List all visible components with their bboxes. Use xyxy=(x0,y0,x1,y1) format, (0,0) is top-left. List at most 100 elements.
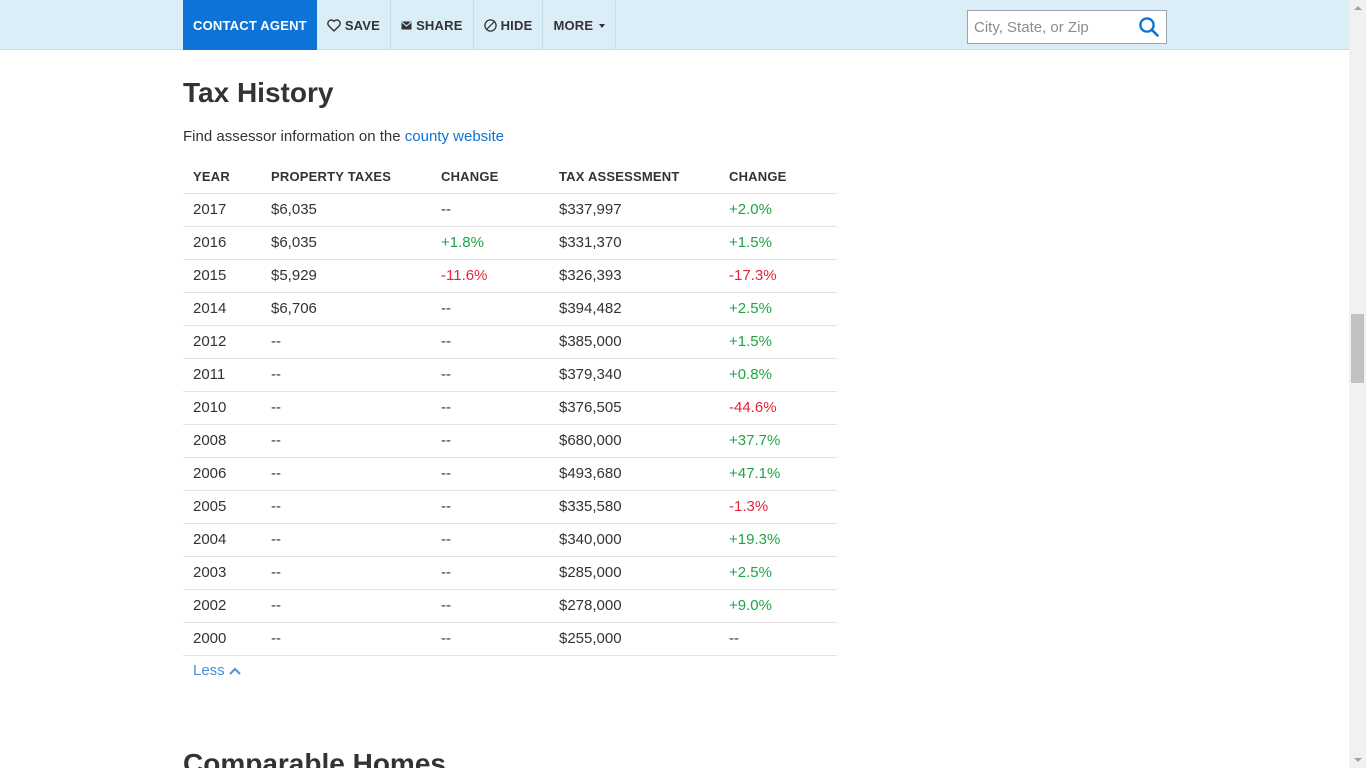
cell-year: 2008 xyxy=(183,424,261,458)
cell-tax-change: -- xyxy=(431,589,549,623)
cell-year: 2017 xyxy=(183,193,261,227)
cell-tax-assessment: $379,340 xyxy=(549,358,719,392)
cell-tax-assessment: $278,000 xyxy=(549,589,719,623)
cell-tax-assessment: $385,000 xyxy=(549,325,719,359)
table-row: 2017 $6,035 -- $337,997 +2.0% xyxy=(183,193,837,227)
county-website-link[interactable]: county website xyxy=(404,128,505,145)
chevron-up-icon xyxy=(228,667,241,675)
cell-tax-assessment: $376,505 xyxy=(549,391,719,425)
table-row: 2006 -- -- $493,680 +47.1% xyxy=(183,457,837,491)
cell-tax-assessment: $326,393 xyxy=(549,259,719,293)
less-link[interactable]: Less xyxy=(193,662,241,679)
cell-assessment-change: -- xyxy=(719,622,837,656)
cell-year: 2016 xyxy=(183,226,261,260)
cell-tax-change: +1.8% xyxy=(431,226,549,260)
table-row: 2004 -- -- $340,000 +19.3% xyxy=(183,523,837,557)
cell-tax-assessment: $285,000 xyxy=(549,556,719,590)
cell-property-taxes: -- xyxy=(261,457,431,491)
header-property-taxes: PROPERTY TAXES xyxy=(261,160,431,194)
cell-year: 2014 xyxy=(183,292,261,326)
cell-tax-assessment: $337,997 xyxy=(549,193,719,227)
share-label: SHARE xyxy=(416,17,463,33)
cell-tax-change: -- xyxy=(431,292,549,326)
table-row: 2000 -- -- $255,000 -- xyxy=(183,622,837,656)
cell-year: 2000 xyxy=(183,622,261,656)
cell-assessment-change: +0.8% xyxy=(719,358,837,392)
cell-tax-change: -- xyxy=(431,523,549,557)
more-button[interactable]: MORE xyxy=(543,0,617,50)
cell-assessment-change: +47.1% xyxy=(719,457,837,491)
cell-tax-assessment: $394,482 xyxy=(549,292,719,326)
cell-property-taxes: $6,706 xyxy=(261,292,431,326)
table-row: 2010 -- -- $376,505 -44.6% xyxy=(183,391,837,425)
section-title: Tax History xyxy=(183,77,334,108)
cell-year: 2003 xyxy=(183,556,261,590)
cell-tax-assessment: $331,370 xyxy=(549,226,719,260)
search-icon[interactable] xyxy=(1138,16,1160,38)
cell-property-taxes: -- xyxy=(261,358,431,392)
assessor-info-prefix: Find assessor information on the xyxy=(183,128,405,145)
hide-icon xyxy=(483,18,497,32)
table-row: 2003 -- -- $285,000 +2.5% xyxy=(183,556,837,590)
cell-assessment-change: -44.6% xyxy=(719,391,837,425)
cell-property-taxes: $5,929 xyxy=(261,259,431,293)
cell-property-taxes: $6,035 xyxy=(261,193,431,227)
cell-year: 2004 xyxy=(183,523,261,557)
search-box xyxy=(967,10,1167,44)
header-year: YEAR xyxy=(183,160,261,194)
scroll-thumb[interactable] xyxy=(1351,314,1364,383)
page-scrollbar[interactable] xyxy=(1349,0,1366,768)
cell-assessment-change: +2.5% xyxy=(719,556,837,590)
cell-tax-assessment: $255,000 xyxy=(549,622,719,656)
cell-property-taxes: -- xyxy=(261,523,431,557)
cell-year: 2011 xyxy=(183,358,261,392)
more-label: MORE xyxy=(553,17,594,33)
cell-tax-assessment: $335,580 xyxy=(549,490,719,524)
cell-property-taxes: -- xyxy=(261,589,431,623)
cell-tax-change: -- xyxy=(431,457,549,491)
cell-property-taxes: -- xyxy=(261,391,431,425)
cell-assessment-change: -1.3% xyxy=(719,490,837,524)
hide-label: HIDE xyxy=(500,17,533,33)
cell-assessment-change: -17.3% xyxy=(719,259,837,293)
cell-year: 2010 xyxy=(183,391,261,425)
cell-tax-change: -- xyxy=(431,358,549,392)
share-button[interactable]: SHARE xyxy=(391,0,474,50)
caret-down-icon xyxy=(599,23,606,28)
table-row: 2002 -- -- $278,000 +9.0% xyxy=(183,589,837,623)
cell-tax-assessment: $493,680 xyxy=(549,457,719,491)
cell-year: 2015 xyxy=(183,259,261,293)
table-row: 2014 $6,706 -- $394,482 +2.5% xyxy=(183,292,837,326)
cell-assessment-change: +19.3% xyxy=(719,523,837,557)
cell-tax-change: -11.6% xyxy=(431,259,549,293)
cell-year: 2012 xyxy=(183,325,261,359)
cell-year: 2002 xyxy=(183,589,261,623)
cell-assessment-change: +2.5% xyxy=(719,292,837,326)
cell-tax-change: -- xyxy=(431,325,549,359)
contact-agent-button[interactable]: CONTACT AGENT xyxy=(183,0,317,50)
header-tax-assessment: TAX ASSESSMENT xyxy=(549,160,719,194)
tax-history-table: YEAR PROPERTY TAXES CHANGE TAX ASSESSMEN… xyxy=(183,160,837,656)
table-row: 2015 $5,929 -11.6% $326,393 -17.3% xyxy=(183,259,837,293)
save-button[interactable]: SAVE xyxy=(317,0,392,50)
scroll-down-arrow-icon[interactable] xyxy=(1349,751,1366,768)
less-label: Less xyxy=(193,662,225,679)
cell-year: 2005 xyxy=(183,490,261,524)
header-tax-change: CHANGE xyxy=(431,160,549,194)
cell-property-taxes: -- xyxy=(261,490,431,524)
cell-property-taxes: -- xyxy=(261,424,431,458)
table-row: 2008 -- -- $680,000 +37.7% xyxy=(183,424,837,458)
cell-year: 2006 xyxy=(183,457,261,491)
cell-assessment-change: +37.7% xyxy=(719,424,837,458)
cell-assessment-change: +1.5% xyxy=(719,325,837,359)
table-row: 2011 -- -- $379,340 +0.8% xyxy=(183,358,837,392)
cell-tax-assessment: $680,000 xyxy=(549,424,719,458)
envelope-icon xyxy=(401,21,412,30)
scroll-up-arrow-icon[interactable] xyxy=(1349,0,1366,17)
table-row: 2016 $6,035 +1.8% $331,370 +1.5% xyxy=(183,226,837,260)
cell-tax-change: -- xyxy=(431,391,549,425)
hide-button[interactable]: HIDE xyxy=(474,0,544,50)
action-buttons: CONTACT AGENT SAVE SHARE HIDE MORE xyxy=(183,0,617,50)
cell-assessment-change: +9.0% xyxy=(719,589,837,623)
search-input[interactable] xyxy=(968,11,1128,43)
